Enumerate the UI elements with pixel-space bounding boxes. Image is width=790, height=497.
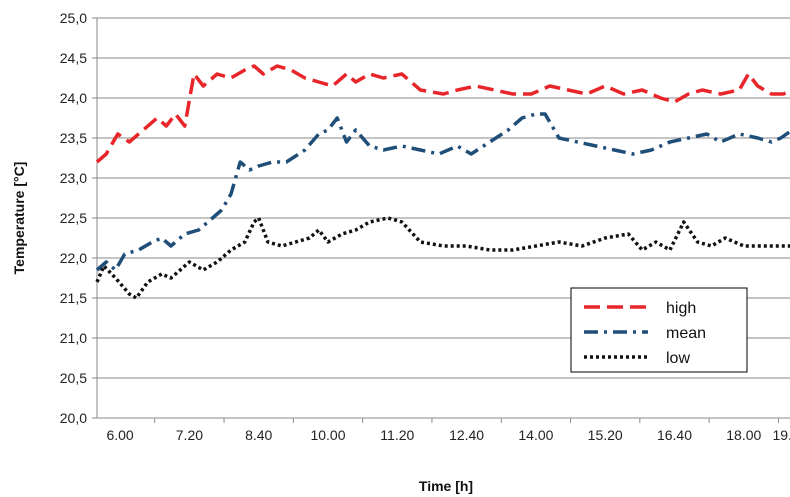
- y-tick-label: 24,5: [60, 50, 87, 66]
- y-tick-label: 21,0: [60, 330, 87, 346]
- y-axis-label: Temperature [°C]: [11, 162, 27, 275]
- legend-box: [570, 287, 748, 373]
- x-tick-label: 11.20: [380, 427, 414, 443]
- series-line-high: [95, 64, 790, 164]
- legend-label-high: high: [666, 300, 696, 317]
- legend: high mean low: [570, 287, 748, 373]
- series-line-low: [95, 216, 790, 300]
- x-tick-label: 18.00: [726, 427, 761, 443]
- y-tick-label: 21,5: [60, 290, 87, 306]
- x-tick-label: 15.20: [588, 427, 623, 443]
- x-tick-label: 12.40: [449, 427, 484, 443]
- y-axis-ticks: 20,0 20,5 21,0 21,5 22,0 22,5 23,0 23,5 24,0 24,5…: [60, 10, 97, 426]
- x-tick-label: 7.20: [176, 427, 203, 443]
- x-tick-label: 10.00: [310, 427, 345, 443]
- x-tick-label: 6.00: [106, 427, 133, 443]
- legend-label-low: low: [666, 350, 690, 367]
- data-series: [95, 64, 790, 300]
- series-line-mean: [95, 112, 790, 272]
- y-tick-label: 23,5: [60, 130, 87, 146]
- x-axis-label: Time [h]: [419, 478, 473, 494]
- y-tick-label: 20,0: [60, 410, 87, 426]
- y-tick-label: 22,0: [60, 250, 87, 266]
- y-tick-label: 25,0: [60, 10, 87, 26]
- x-tick-label: 19.20: [772, 427, 790, 443]
- x-tick-label: 16.40: [657, 427, 692, 443]
- y-tick-label: 20,5: [60, 370, 87, 386]
- y-tick-label: 22,5: [60, 210, 87, 226]
- y-tick-label: 24,0: [60, 90, 87, 106]
- x-axis-ticks: 6.00 7.20 8.40 10.00 11.20 12.40 14.00 15.20 16.…: [106, 418, 790, 443]
- legend-label-mean: mean: [666, 325, 706, 342]
- x-tick-label: 8.40: [245, 427, 272, 443]
- x-tick-label: 14.00: [518, 427, 553, 443]
- y-tick-label: 23,0: [60, 170, 87, 186]
